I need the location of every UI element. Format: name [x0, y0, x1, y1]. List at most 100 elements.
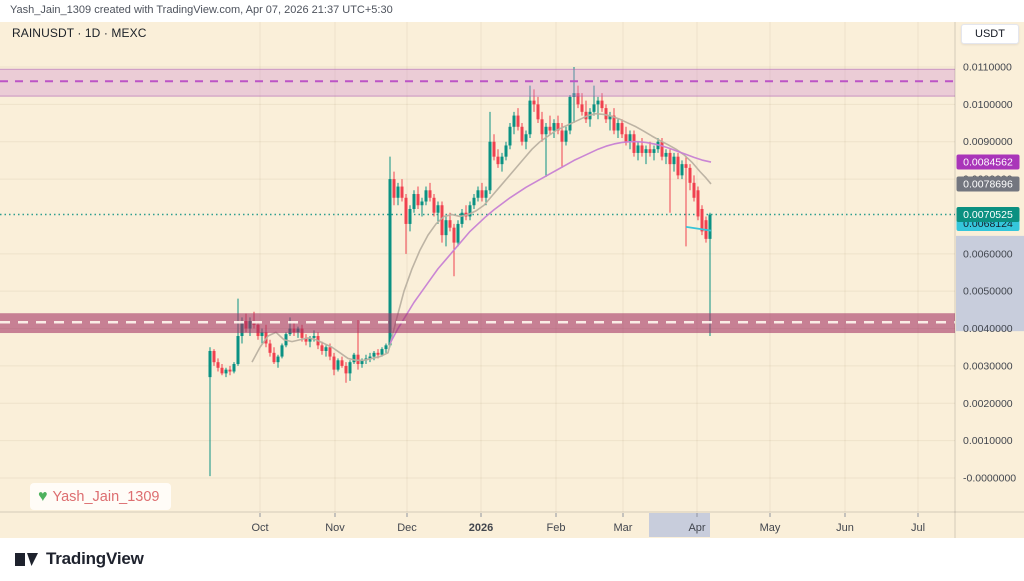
price-tick-label: 0.0110000	[963, 61, 1012, 73]
time-tick-label: May	[760, 522, 781, 534]
time-tick-label: Apr	[688, 522, 705, 534]
candle-body	[328, 347, 332, 357]
candle-body	[644, 149, 648, 153]
price-badge	[956, 206, 1020, 222]
candle-body	[524, 134, 528, 142]
candle-body	[508, 126, 512, 146]
candle-body	[352, 354, 356, 363]
candle-body	[480, 190, 484, 198]
candle-body	[368, 356, 372, 359]
candle-body	[620, 123, 624, 135]
candle-body	[312, 336, 316, 338]
candle-body	[668, 152, 672, 165]
candle-body	[236, 336, 240, 365]
tradingview-logo[interactable]: TradingView	[14, 549, 144, 569]
candle-body	[560, 130, 564, 142]
green-heart-icon: ♥	[38, 487, 48, 505]
candle-body	[596, 100, 600, 105]
candle-body	[388, 179, 392, 346]
candle-body	[624, 134, 628, 142]
candle-body	[688, 167, 692, 183]
candle-body	[608, 115, 612, 120]
ma-slow-line[interactable]	[389, 140, 712, 344]
tradingview-logo-icon	[15, 552, 38, 566]
time-axis[interactable]: Oct Nov Dec 2026 Feb Mar Apr May Jun Jul	[251, 513, 925, 534]
time-tick-label: Oct	[251, 522, 268, 534]
candle-body	[584, 111, 588, 120]
candle-body	[428, 190, 432, 198]
candle-body	[380, 349, 384, 355]
candle-body	[672, 156, 676, 165]
candle-body	[532, 100, 536, 105]
tradingview-logo-text: TradingView	[46, 549, 144, 568]
candle-body	[520, 126, 524, 142]
watermark-username: Yash_Jain_1309	[52, 488, 160, 505]
candle-body	[548, 126, 552, 131]
resistance-zone[interactable]	[0, 69, 955, 97]
candle-body	[540, 119, 544, 135]
candle-body	[408, 208, 412, 224]
price-badge	[956, 154, 1020, 170]
candle-body	[664, 152, 668, 157]
chart-background	[0, 22, 1024, 538]
price-badge	[956, 176, 1020, 192]
ma-fast-line[interactable]	[251, 112, 712, 363]
candle-body	[376, 352, 380, 355]
cyan-trendline[interactable]	[685, 226, 712, 232]
candle-body	[684, 164, 688, 168]
candle-body	[384, 345, 388, 350]
candle-body	[468, 205, 472, 217]
candle-body	[224, 369, 228, 374]
candle-body	[356, 354, 360, 365]
price-tick-label: 0.0050000	[963, 286, 1013, 298]
candle-body	[504, 145, 508, 157]
candle-body	[636, 145, 640, 153]
candle-body	[648, 149, 652, 153]
time-tick-label: Feb	[547, 522, 566, 534]
candle-body	[512, 115, 516, 127]
candle-body	[232, 364, 236, 372]
price-tick-label: 0.0040000	[963, 323, 1013, 335]
candle-body	[276, 356, 280, 363]
time-tick-label: Nov	[325, 522, 345, 534]
plot-area[interactable]	[0, 66, 955, 477]
candle-body	[628, 134, 632, 142]
candle-body	[436, 205, 440, 213]
candle-body	[536, 104, 540, 120]
symbol-title[interactable]: RAINUSDT · 1D · MEXC	[12, 26, 147, 40]
candle-body	[604, 108, 608, 120]
candle-body	[308, 337, 312, 342]
candle-body	[432, 197, 436, 213]
candle-body	[452, 227, 456, 243]
candle-body	[484, 190, 488, 198]
price-badge-label: 0.0070525	[963, 209, 1013, 221]
candle-body	[348, 362, 352, 374]
candle-body	[640, 145, 644, 153]
candle-body	[592, 104, 596, 112]
candle-body	[260, 332, 264, 337]
candle-body	[500, 156, 504, 165]
candle-body	[336, 360, 340, 370]
time-tick-label: Jun	[836, 522, 854, 534]
candle-body	[340, 360, 344, 366]
price-badge-label: 0.0084562	[963, 157, 1013, 169]
price-tick-label: 0.0030000	[963, 360, 1013, 372]
candle-body	[344, 365, 348, 374]
candle-body	[680, 164, 684, 176]
price-tick-label: 0.0090000	[963, 136, 1013, 148]
candle-body	[208, 350, 212, 378]
candle-body	[580, 104, 584, 112]
candle-body	[692, 182, 696, 198]
price-axis[interactable]: 0.01100000.01000000.00900000.00800000.00…	[956, 61, 1020, 485]
candle-body	[476, 190, 480, 198]
currency-toggle-button[interactable]: USDT	[961, 24, 1019, 44]
candle-body	[304, 337, 308, 342]
candle-body	[396, 186, 400, 198]
candle-body	[228, 369, 232, 372]
candle-body	[268, 343, 272, 353]
candle-body	[360, 360, 364, 365]
candle-body	[272, 352, 276, 363]
candle-body	[440, 205, 444, 236]
candle-body	[696, 190, 700, 217]
